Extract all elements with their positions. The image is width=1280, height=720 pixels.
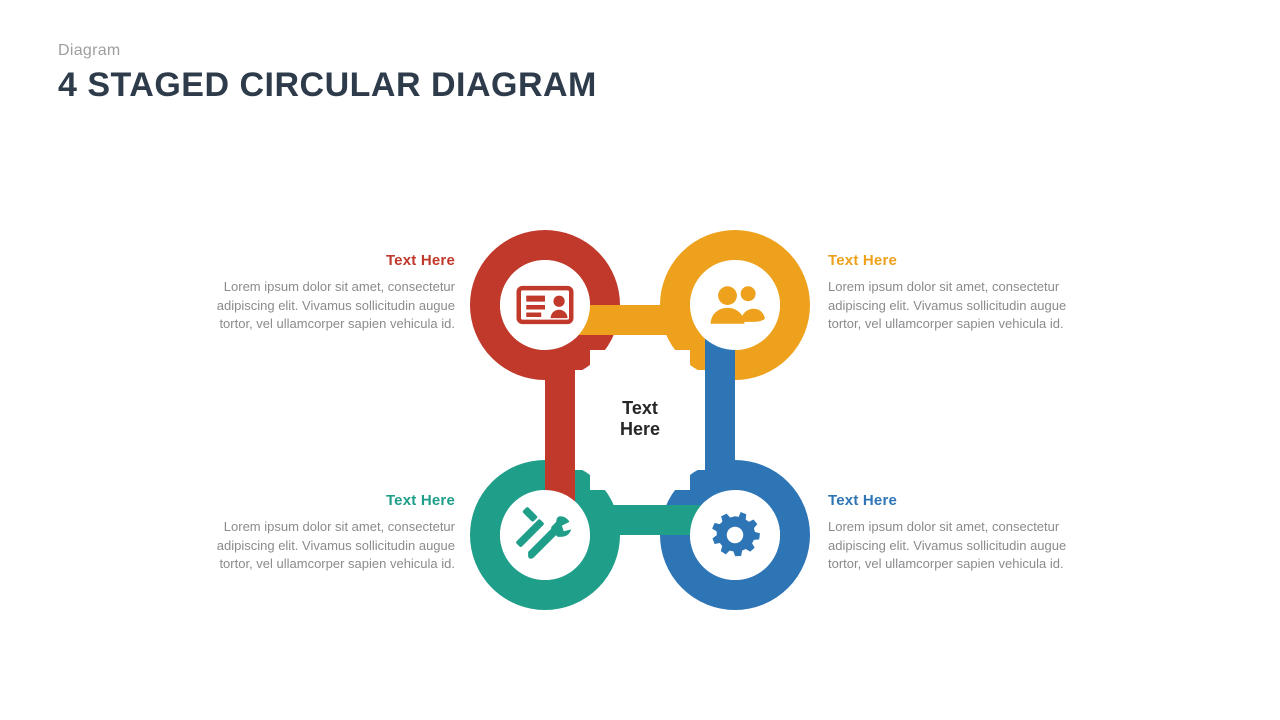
body-tl: Lorem ipsum dolor sit amet, consectetur … [200, 278, 455, 335]
people-icon [690, 260, 780, 350]
weave-blue [705, 335, 735, 505]
body-tr: Lorem ipsum dolor sit amet, consectetur … [828, 278, 1083, 335]
text-br: Text Here Lorem ipsum dolor sit amet, co… [828, 490, 1083, 574]
disc-tr [690, 260, 780, 350]
text-bl: Text Here Lorem ipsum dolor sit amet, co… [200, 490, 455, 574]
text-tl: Text Here Lorem ipsum dolor sit amet, co… [200, 250, 455, 334]
weave-red [545, 335, 575, 505]
body-br: Lorem ipsum dolor sit amet, consectetur … [828, 518, 1083, 575]
gear-icon [690, 490, 780, 580]
heading-br: Text Here [828, 490, 1083, 512]
center-line1: Text [622, 398, 658, 418]
center-line2: Here [620, 419, 660, 439]
disc-br [690, 490, 780, 580]
heading-tr: Text Here [828, 250, 1083, 272]
heading-tl: Text Here [200, 250, 455, 272]
id-card-icon [500, 260, 590, 350]
weave-teal [575, 505, 705, 535]
body-bl: Lorem ipsum dolor sit amet, consectetur … [200, 518, 455, 575]
heading-bl: Text Here [200, 490, 455, 512]
disc-bl [500, 490, 590, 580]
center-label: Text Here [612, 398, 668, 439]
text-tr: Text Here Lorem ipsum dolor sit amet, co… [828, 250, 1083, 334]
disc-tl [500, 260, 590, 350]
diagram-stage: Text Here [0, 0, 1280, 720]
weave-orange [575, 305, 705, 335]
tools-icon [500, 490, 590, 580]
